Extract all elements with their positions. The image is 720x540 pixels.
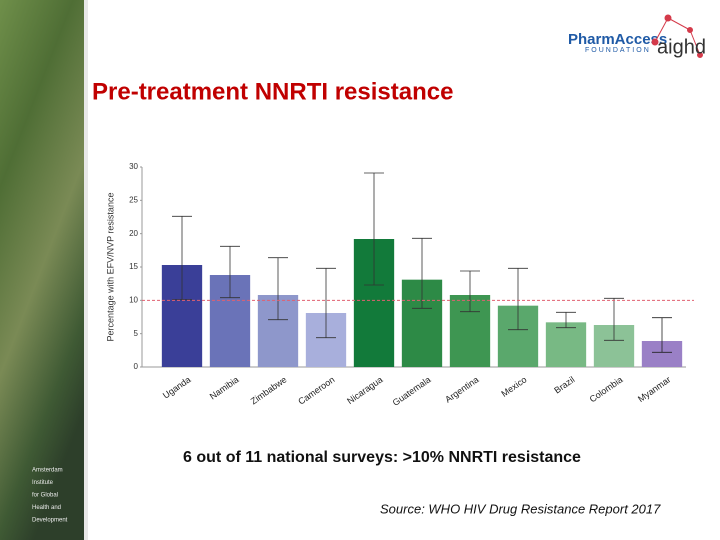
error-bar	[412, 237, 432, 309]
sidebar-line: for Global	[32, 493, 58, 499]
error-bar	[460, 270, 480, 313]
y-tick-label: 10	[129, 295, 138, 304]
sidebar-edge	[84, 0, 88, 540]
y-tick-label: 30	[129, 162, 138, 171]
error-bar	[172, 215, 192, 301]
logo-left: PharmAccess	[568, 31, 667, 48]
y-axis-label: Percentage with EFV/NVP resistance	[105, 193, 115, 342]
error-bar	[268, 257, 288, 321]
bar	[545, 322, 587, 367]
error-bar	[364, 172, 384, 286]
y-tick-label: 20	[129, 229, 138, 238]
subtitle: 6 out of 11 national surveys: >10% NNRTI…	[183, 449, 581, 466]
error-bar	[556, 311, 576, 329]
source: Source: WHO HIV Drug Resistance Report 2…	[380, 501, 661, 516]
logo-dots	[651, 14, 703, 58]
logo-left-sub: FOUNDATION	[585, 47, 651, 54]
error-bar	[220, 245, 240, 299]
sidebar-line: Development	[32, 518, 68, 524]
sidebar-image	[0, 0, 84, 540]
sidebar-line: Institute	[32, 480, 54, 486]
error-bar	[316, 267, 336, 339]
error-bar	[652, 317, 672, 353]
sidebar-line: Amsterdam	[32, 468, 63, 474]
slide-title: Pre-treatment NNRTI resistance	[92, 78, 453, 105]
error-bar	[508, 267, 528, 331]
y-tick-label: 15	[129, 262, 138, 271]
y-tick-label: 25	[129, 195, 138, 204]
logo-right: aighd	[657, 36, 706, 58]
y-tick-label: 0	[134, 362, 139, 371]
error-bar	[604, 297, 624, 341]
sidebar-text: Amsterdam Institute for Global Health and De…	[32, 468, 68, 524]
y-tick-label: 5	[134, 329, 139, 338]
sidebar-line: Health and	[32, 505, 61, 511]
